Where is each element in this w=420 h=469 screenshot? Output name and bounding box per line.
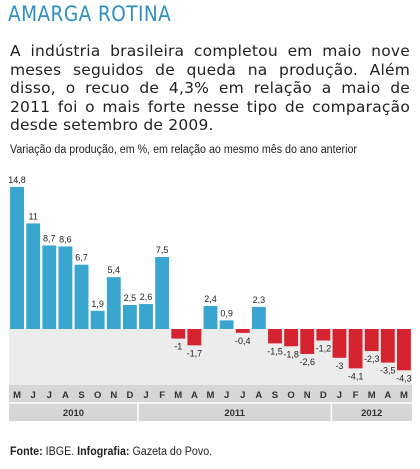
month-label: S [272,390,278,401]
chart-title: Variação da produção, em %, em relação a… [10,144,357,156]
value-label: -4,1 [348,371,364,381]
year-label: 2010 [63,408,84,419]
value-label: -0,4 [235,336,251,346]
bar [122,305,137,329]
month-label: A [191,390,198,401]
bar [74,264,89,329]
bar [251,306,266,329]
month-label: N [110,390,117,401]
bar [187,329,202,346]
month-label: J [143,390,148,401]
source-line: Fonte: IBGE. Infografia: Gazeta do Povo. [10,446,212,458]
bar [26,223,41,329]
value-label: -1,8 [283,349,299,359]
value-label: -2,6 [299,357,315,367]
month-label: A [384,390,391,401]
bar [155,257,170,329]
bar [235,329,250,333]
bar [268,329,282,344]
value-label: -1,2 [316,344,332,354]
value-label: 7,5 [156,245,169,255]
month-label: O [94,390,101,401]
value-label: -3 [335,361,343,371]
value-label: 1,9 [91,299,104,309]
month-label: S [78,390,84,401]
month-label: A [62,390,69,401]
value-label: -1,7 [187,348,203,358]
bar [284,329,299,347]
infographic-value: Gazeta do Povo. [132,446,213,458]
bar [380,329,395,363]
year-label: 2012 [361,408,382,419]
month-label: M [368,390,376,401]
infographic-label: Infografia: [77,446,130,458]
month-label: J [337,390,342,401]
bar [90,310,105,329]
bar [300,329,315,354]
bar [106,277,121,329]
month-label: J [240,390,245,401]
month-label: F [159,390,165,401]
month-label: A [255,390,262,401]
value-label: 2,6 [140,292,153,302]
bar [364,329,379,352]
bar [203,305,218,329]
month-label: J [224,390,229,401]
value-label: 0,9 [220,308,233,318]
month-label: M [207,390,215,401]
value-label: 8,7 [43,233,56,243]
value-label: 2,3 [253,295,266,305]
bar [397,329,411,371]
value-label: -2,3 [364,354,380,364]
value-label: 2,5 [124,293,137,303]
bar-chart: 14,8 11 8,7 8,66,7 1,9 5,4 2,5 2,6 7,5 -1 -1,7 2,40… [0,160,420,440]
month-label: M [174,390,182,401]
bar [139,304,153,329]
month-label: J [47,390,52,401]
value-label: -1 [174,342,182,352]
value-label: 8,6 [59,234,72,244]
month-label: F [353,390,359,401]
source-label: Fonte: [10,446,43,458]
value-labels: 14,8 11 8,7 8,66,7 1,9 5,4 2,5 2,6 7,5 -1 -1,7 2,40… [8,175,411,383]
month-label: D [126,390,133,401]
bars [10,186,411,371]
month-label: J [31,390,36,401]
bar [316,329,331,341]
value-label: -4,3 [396,373,412,383]
bar [58,246,73,329]
bar [348,329,363,369]
page-title: AMARGA ROTINA [8,2,172,26]
value-label: -3,5 [380,366,396,376]
bar [332,329,347,358]
value-label: 11 [29,211,38,221]
value-label: 14,8 [8,175,26,185]
value-label: 6,7 [75,253,88,263]
month-label: O [287,390,294,401]
value-label: -1,5 [267,346,283,356]
intro-text: A indústria brasileira completou em maio… [10,42,410,134]
month-label: N [304,390,311,401]
bar [10,186,24,329]
year-label: 2011 [224,408,245,419]
month-label: M [13,390,21,401]
bar [219,320,234,329]
bar [42,245,57,329]
month-label: D [320,390,327,401]
month-label: M [400,390,408,401]
bar [171,329,186,339]
value-label: 2,4 [204,294,217,304]
source-value: IBGE. [45,446,75,458]
value-label: 5,4 [108,265,121,275]
